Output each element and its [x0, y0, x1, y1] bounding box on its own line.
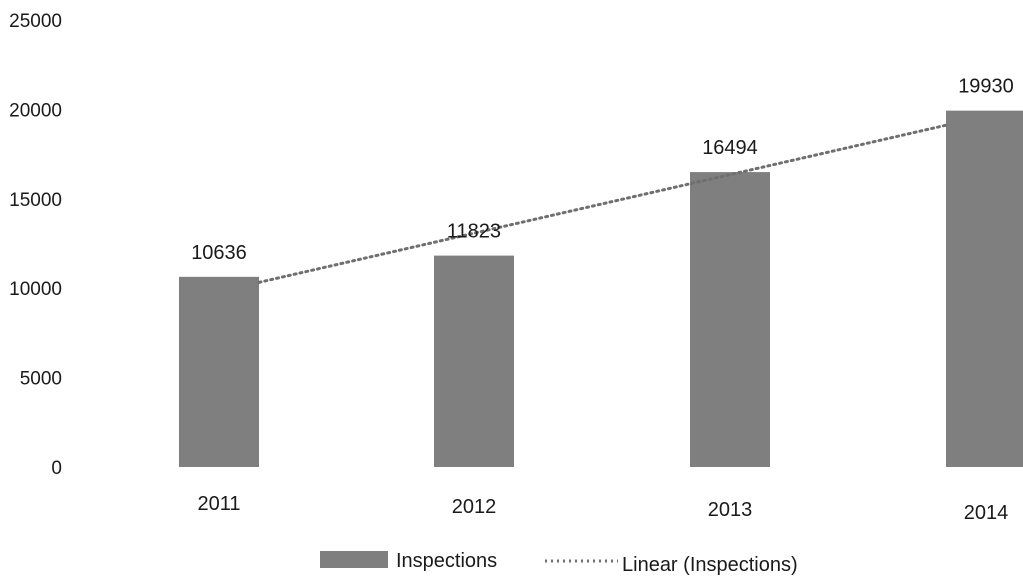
data-label-2011: 10636: [191, 242, 247, 264]
y-tick-label: 25000: [9, 11, 62, 32]
bar-2011: [179, 276, 259, 467]
bar-2013: [690, 172, 770, 467]
y-tick-label: 20000: [9, 100, 62, 121]
bars: [179, 110, 1023, 467]
x-category-label: 2014: [964, 502, 1009, 524]
y-tick-label: 15000: [9, 190, 62, 211]
legend-label-trendline: Linear (Inspections): [622, 554, 798, 576]
data-label-2012: 11823: [447, 221, 501, 243]
bar-2014: [946, 110, 1023, 467]
x-category-label: 2011: [197, 493, 240, 515]
y-tick-label: 5000: [20, 369, 62, 390]
trendline-linear-inspections: [257, 123, 948, 284]
legend-label-inspections: Inspections: [396, 550, 497, 572]
x-category-label: 2012: [452, 496, 497, 518]
x-category-label: 2013: [708, 499, 753, 521]
legend-swatch-inspections: [320, 551, 388, 568]
y-axis-ticks: 0 5000 10000 15000 20000 25000: [9, 11, 62, 479]
legend: Inspections Linear (Inspections): [320, 550, 798, 576]
y-tick-label: 0: [51, 458, 62, 479]
data-labels: 10636 11823 16494 19930: [191, 76, 1014, 264]
data-label-2014: 19930: [958, 76, 1014, 98]
y-tick-label: 10000: [9, 279, 62, 300]
data-label-2013: 16494: [702, 137, 758, 159]
x-axis-categories: 2011 2012 2013 2014: [197, 493, 1008, 524]
bar-2012: [434, 255, 514, 467]
trendline: [257, 123, 948, 284]
